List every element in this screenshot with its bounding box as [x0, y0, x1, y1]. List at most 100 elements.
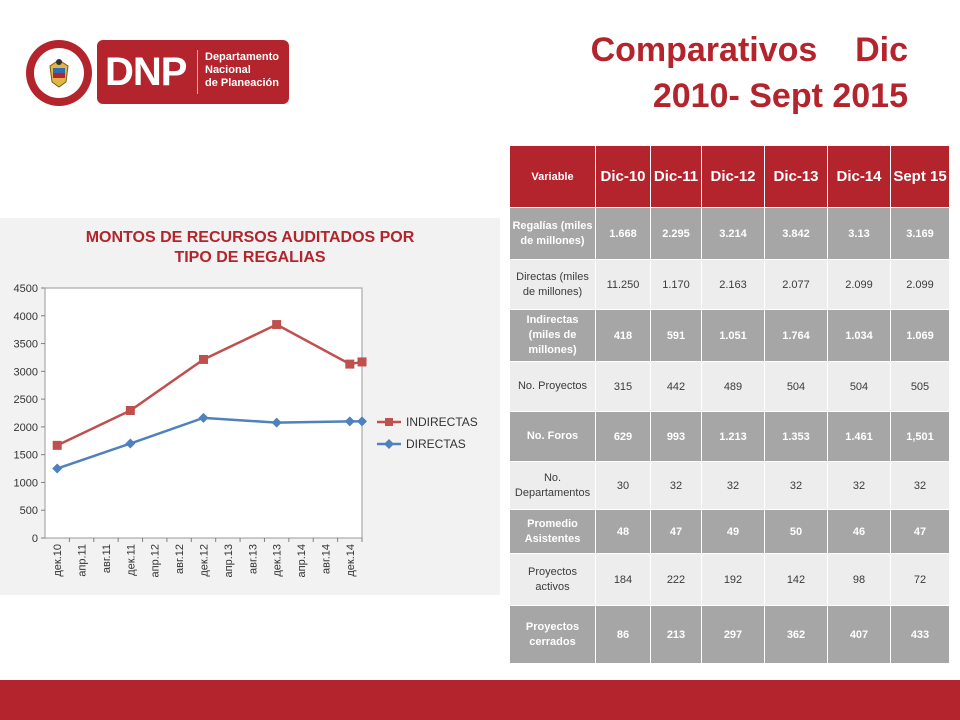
table-cell: 184	[595, 553, 651, 606]
data-point-directas	[357, 416, 367, 427]
table-row: No. Foros 629 993 1.213 1.353 1.461 1,501	[509, 411, 950, 462]
table-cell: 11.250	[595, 259, 651, 310]
table-cell: 1.051	[701, 309, 765, 362]
table-cell: 86	[595, 605, 651, 664]
table-cell: 1.353	[764, 411, 828, 462]
table-row: Indirectas (miles de millones) 418 591 1.05…	[509, 309, 950, 362]
table-cell: 46	[827, 509, 891, 554]
dnp-logo: DNP Departamento Nacional de Planeación	[97, 40, 289, 104]
table-cell: 3.214	[701, 207, 765, 260]
y-tick-label: 500	[20, 505, 38, 517]
table-cell: 297	[701, 605, 765, 664]
table-header-dic-14: Dic-14	[827, 145, 891, 208]
table-cell: 3.169	[890, 207, 950, 260]
table-row-label: No. Foros	[509, 411, 596, 462]
table-cell: 1.069	[890, 309, 950, 362]
table-cell: 629	[595, 411, 651, 462]
x-tick-label: авг.11	[101, 544, 113, 573]
table-cell: 47	[650, 509, 702, 554]
x-tick-label: дек.12	[199, 544, 211, 577]
table-row: Proyectos activos 184 222 192 142 98 72	[509, 553, 950, 606]
data-point-directas	[344, 416, 355, 427]
table-cell: 142	[764, 553, 828, 606]
table-row-label: Indirectas (miles de millones)	[509, 309, 596, 362]
table-cell: 2.099	[827, 259, 891, 310]
y-tick-label: 2000	[14, 422, 38, 434]
table-cell: 418	[595, 309, 651, 362]
data-point-indirectas	[272, 320, 282, 330]
table-cell: 505	[890, 361, 950, 412]
table-row: Promedio Asistentes 48 47 49 50 46 47	[509, 509, 950, 554]
table-cell: 30	[595, 461, 651, 510]
table-row: No. Departamentos 30 32 32 32 32 32	[509, 461, 950, 510]
table-cell: 32	[890, 461, 950, 510]
table-cell: 1.213	[701, 411, 765, 462]
table-cell: 32	[701, 461, 765, 510]
data-point-indirectas	[52, 440, 62, 450]
x-tick-label: дек.10	[52, 544, 64, 577]
data-point-directas	[52, 463, 63, 474]
table-cell: 2.099	[890, 259, 950, 310]
data-point-indirectas	[357, 357, 367, 367]
table-cell: 50	[764, 509, 828, 554]
data-point-indirectas	[125, 406, 135, 415]
table-cell: 315	[595, 361, 651, 412]
table-cell: 1.764	[764, 309, 828, 362]
table-cell: 32	[764, 461, 828, 510]
data-point-indirectas	[199, 354, 208, 364]
table-row: Regalías (miles de millones) 1.668 2.295 3.…	[509, 207, 950, 260]
table-cell: 504	[764, 361, 828, 412]
table-cell: 489	[701, 361, 765, 412]
table-cell: 1,501	[890, 411, 950, 462]
table-cell: 72	[890, 553, 950, 606]
legend-marker	[385, 418, 393, 426]
x-tick-label: дек.11	[125, 544, 137, 576]
data-point-directas	[198, 412, 209, 423]
table-cell: 213	[650, 605, 702, 664]
x-tick-label: апр.14	[296, 544, 308, 577]
y-tick-label: 3000	[14, 366, 38, 378]
table-cell: 3.842	[764, 207, 828, 260]
table-row-label: No. Departamentos	[509, 461, 596, 510]
table-cell: 48	[595, 509, 651, 554]
table-cell: 222	[650, 553, 702, 606]
table-cell: 192	[701, 553, 765, 606]
table-header-dic-11: Dic-11	[650, 145, 702, 208]
table-cell: 407	[827, 605, 891, 664]
table-cell: 32	[827, 461, 891, 510]
table-cell: 1.170	[650, 259, 702, 310]
table-cell: 362	[764, 605, 828, 664]
table-header-sept-15: Sept 15	[890, 145, 950, 208]
slide-title: Comparativos Dic 2010- Sept 2015	[591, 27, 908, 119]
table-row-label: Regalías (miles de millones)	[509, 207, 596, 260]
table-cell: 98	[827, 553, 891, 606]
table-cell: 1.461	[827, 411, 891, 462]
dnp-logo-text: DNP	[105, 50, 187, 94]
x-tick-label: дек.13	[272, 544, 284, 577]
y-tick-label: 3500	[14, 339, 38, 351]
table-header-dic-10: Dic-10	[595, 145, 651, 208]
colombia-seal-logo	[26, 40, 92, 106]
table-cell: 2.295	[650, 207, 702, 260]
y-tick-label: 1500	[14, 450, 38, 462]
x-tick-label: апр.13	[223, 544, 235, 577]
table-cell: 1.034	[827, 309, 891, 362]
y-tick-label: 0	[32, 533, 38, 545]
table-cell: 3.13	[827, 207, 891, 260]
slide-title-line-1: Comparativos Dic	[590, 31, 908, 69]
legend-label: INDIRECTAS	[406, 415, 478, 429]
table-row: Directas (miles de millones) 11.250 1.170 2…	[509, 259, 950, 310]
table-cell: 47	[890, 509, 950, 554]
x-tick-label: авг.14	[320, 544, 332, 574]
table-cell: 2.077	[764, 259, 828, 310]
x-tick-label: авг.13	[247, 544, 259, 574]
data-table: Variable Dic-10 Dic-11 Dic-12 Dic-13 Dic…	[509, 145, 950, 664]
table-cell: 2.163	[701, 259, 765, 310]
table-row: Proyectos cerrados 86 213 297 362 407 433	[509, 605, 950, 664]
table-row-label: Directas (miles de millones)	[509, 259, 596, 310]
table-cell: 433	[890, 605, 950, 664]
table-cell: 1.668	[595, 207, 651, 260]
data-point-directas	[271, 417, 282, 428]
footer-bar	[0, 680, 960, 720]
table-row: No. Proyectos 315 442 489 504 504 505	[509, 361, 950, 412]
